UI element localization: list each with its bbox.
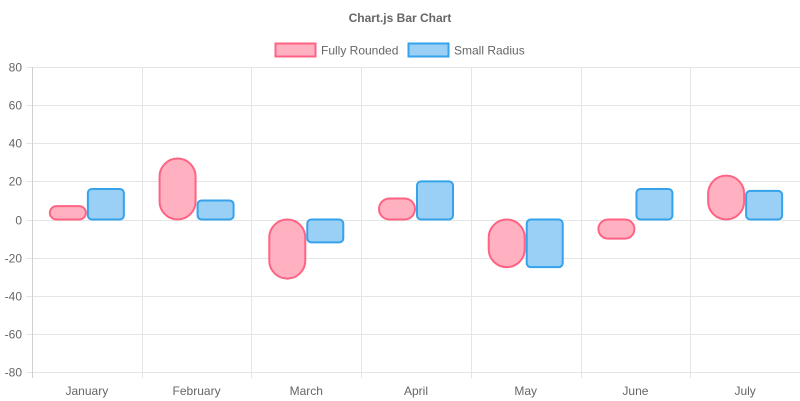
- bar-fully-rounded-march[interactable]: [268, 218, 307, 280]
- legend-swatch-small-radius: [407, 42, 450, 58]
- gridlines: [26, 67, 800, 378]
- y-tick-label: -80: [5, 366, 23, 380]
- bar-small-radius-july[interactable]: [745, 189, 784, 221]
- y-tick-label: 20: [9, 175, 23, 189]
- y-tick-label: 80: [9, 61, 23, 75]
- x-tick-label: June: [622, 384, 648, 398]
- y-tick-label: -20: [5, 252, 23, 266]
- y-tick-label: -40: [5, 290, 23, 304]
- y-axis-ticks: 80 60 40 20 0 -20 -40 -60 -80: [5, 61, 23, 380]
- bar-fully-rounded-june[interactable]: [597, 218, 636, 240]
- bar-fully-rounded-april[interactable]: [378, 197, 416, 221]
- legend-label-fully-rounded: Fully Rounded: [321, 44, 398, 58]
- bar-fully-rounded-july[interactable]: [707, 174, 746, 221]
- bar-fully-rounded-february[interactable]: [158, 157, 197, 221]
- x-axis-ticks: January February March April May June July: [66, 384, 756, 398]
- x-tick-label: April: [404, 384, 428, 398]
- legend-swatch-fully-rounded: [274, 42, 317, 58]
- bar-small-radius-april[interactable]: [416, 180, 454, 221]
- bar-small-radius-january[interactable]: [86, 188, 125, 221]
- x-tick-label: January: [66, 384, 109, 398]
- x-tick-label: March: [290, 384, 323, 398]
- x-tick-label: July: [734, 384, 755, 398]
- x-tick-label: February: [173, 384, 221, 398]
- bar-small-radius-june[interactable]: [635, 188, 674, 221]
- legend: Fully Rounded Small Radius: [274, 42, 525, 58]
- y-tick-label: 40: [9, 137, 23, 151]
- bars: [48, 157, 784, 280]
- legend-label-small-radius: Small Radius: [454, 44, 525, 58]
- bar-small-radius-february[interactable]: [196, 199, 235, 221]
- bar-small-radius-march[interactable]: [306, 218, 345, 244]
- legend-item-small-radius[interactable]: Small Radius: [407, 42, 525, 58]
- x-tick-label: May: [514, 384, 537, 398]
- bar-small-radius-may[interactable]: [525, 218, 564, 269]
- y-tick-label: -60: [5, 328, 23, 342]
- chart-title: Chart.js Bar Chart: [349, 11, 452, 25]
- y-tick-label: 60: [9, 99, 23, 113]
- bar-fully-rounded-january[interactable]: [48, 205, 87, 221]
- y-tick-label: 0: [15, 214, 22, 228]
- legend-item-fully-rounded[interactable]: Fully Rounded: [274, 42, 399, 58]
- bar-fully-rounded-may[interactable]: [487, 218, 526, 269]
